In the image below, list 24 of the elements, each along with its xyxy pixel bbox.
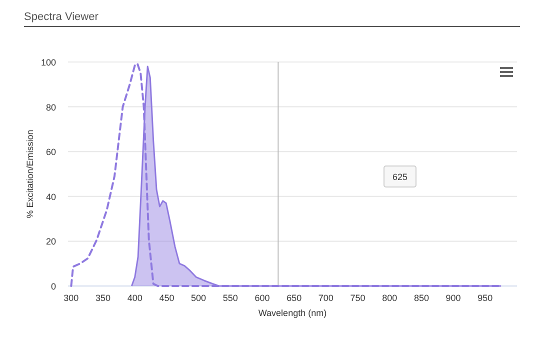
- x-tick-label: 750: [350, 293, 366, 303]
- x-tick-label: 850: [414, 293, 429, 303]
- chart-title: Spectra Viewer: [24, 11, 99, 23]
- x-tick-label: 650: [286, 293, 302, 303]
- y-tick-label: 80: [46, 102, 56, 112]
- x-tick-label: 950: [478, 293, 493, 303]
- y-axis-title: % Excitation/Emission: [25, 130, 35, 218]
- x-tick-label: 500: [191, 293, 206, 303]
- y-tick-label: 60: [46, 147, 56, 158]
- x-tick-label: 800: [382, 293, 398, 303]
- x-tick-label: 350: [96, 293, 111, 303]
- annotation: 625: [392, 172, 408, 182]
- y-tick-label: 0: [50, 282, 56, 292]
- x-tick-label: 400: [127, 293, 142, 303]
- x-tick-label: 450: [159, 293, 174, 303]
- x-tick-label: 300: [64, 293, 79, 303]
- y-tick-label: 40: [46, 192, 56, 202]
- y-tick-label: 100: [40, 58, 56, 68]
- x-tick-label: 700: [318, 293, 334, 303]
- x-axis-title: Wavelength (nm): [258, 308, 327, 318]
- y-tick-label: 20: [46, 236, 56, 247]
- x-tick-label: 900: [446, 293, 461, 303]
- x-tick-label: 600: [254, 293, 270, 303]
- x-tick-label: 550: [222, 293, 238, 303]
